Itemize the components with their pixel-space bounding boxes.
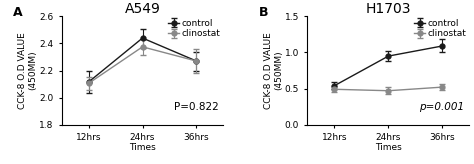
Text: p=0.001: p=0.001 [419, 102, 465, 112]
X-axis label: Times: Times [129, 143, 156, 152]
X-axis label: Times: Times [375, 143, 402, 152]
Y-axis label: CCK-8 O.D VALUE
(450MM): CCK-8 O.D VALUE (450MM) [18, 32, 37, 109]
Legend: control, clinostat: control, clinostat [167, 18, 221, 39]
Text: P=0.822: P=0.822 [174, 102, 219, 112]
Y-axis label: CCK-8 O.D VALUE
(450MM): CCK-8 O.D VALUE (450MM) [264, 32, 283, 109]
Text: A: A [13, 6, 23, 19]
Title: H1703: H1703 [365, 2, 411, 16]
Title: A549: A549 [125, 2, 160, 16]
Text: B: B [259, 6, 268, 19]
Legend: control, clinostat: control, clinostat [413, 18, 467, 39]
